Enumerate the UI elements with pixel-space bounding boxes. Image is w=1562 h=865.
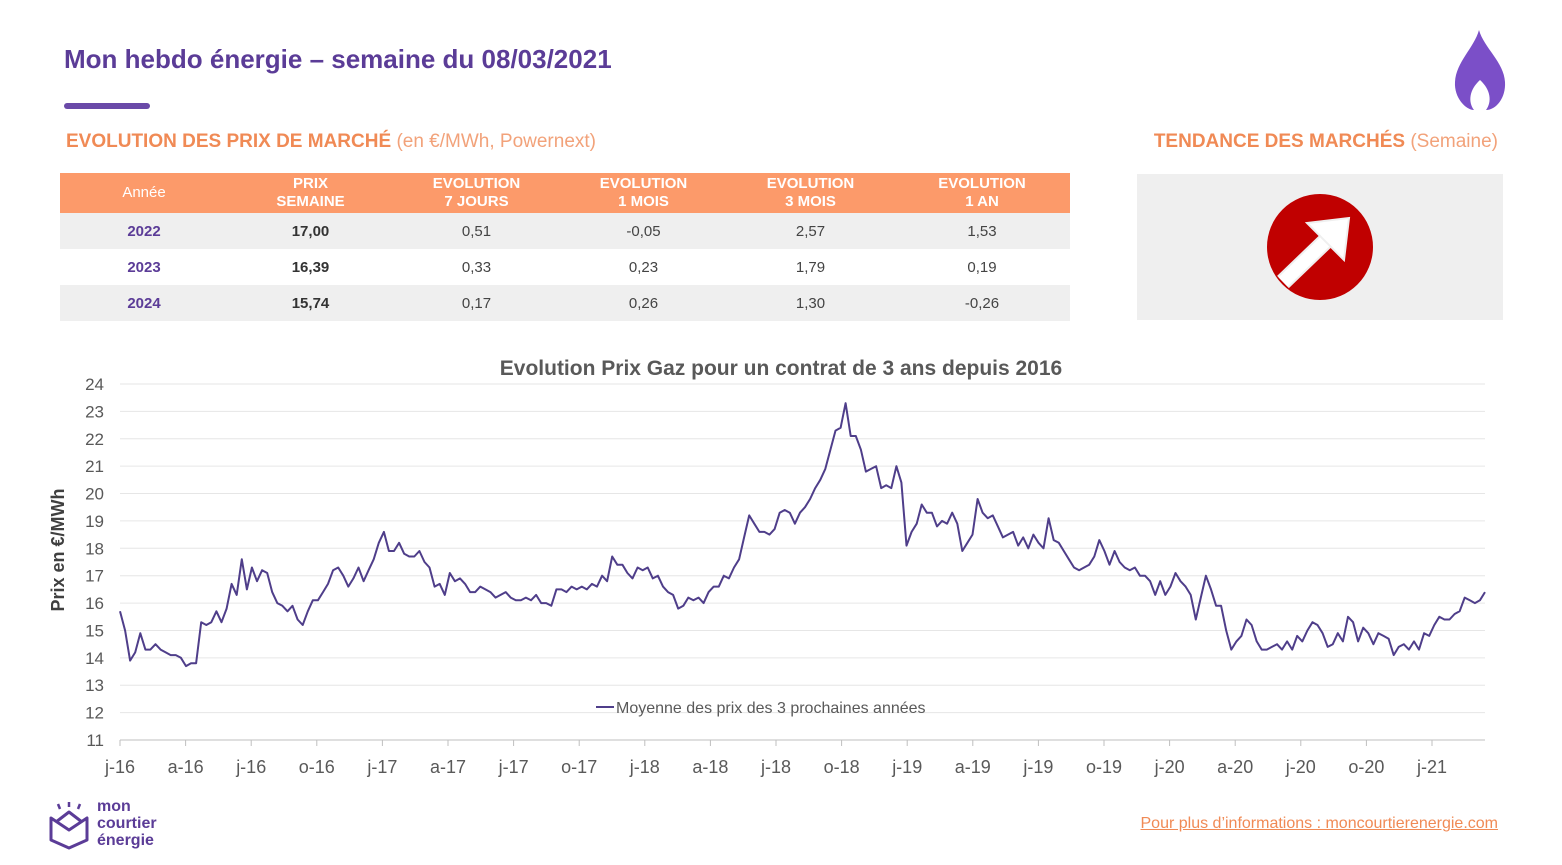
title-underline: [64, 103, 150, 109]
x-tick-label: a-20: [1217, 757, 1253, 777]
x-tick-label: j-19: [891, 757, 922, 777]
y-tick-label: 21: [85, 457, 104, 476]
logo-line: mon: [97, 798, 131, 815]
x-tick-label: a-17: [430, 757, 466, 777]
table-row: 2022 17,00 0,51 -0,05 2,57 1,53: [60, 213, 1070, 249]
cell-3months: 1,30: [727, 285, 894, 321]
x-axis: j-16 a-16 j-16 o-16 j-17 a-17 j-17 o-17 j-18 a-18…: [104, 739, 1485, 777]
info-link[interactable]: Pour plus d’informations : moncourtieren…: [1140, 815, 1499, 832]
logo-icon: [49, 802, 89, 850]
trend-heading: TENDANCE DES MARCHÉS (Semaine): [1154, 131, 1498, 153]
cell-price: 16,39: [228, 249, 393, 285]
legend: Moyenne des prix des 3 prochaines années: [596, 700, 926, 717]
market-prices-label: EVOLUTION DES PRIX DE MARCHÉ: [66, 131, 392, 152]
y-tick-label: 12: [85, 704, 104, 723]
trend-panel: [1137, 174, 1503, 320]
y-tick-label: 14: [85, 649, 104, 668]
trend-label: TENDANCE DES MARCHÉS: [1153, 131, 1406, 152]
market-prices-heading: EVOLUTION DES PRIX DE MARCHÉ (en €/MWh, …: [66, 131, 596, 153]
flame-icon: [1454, 30, 1506, 110]
cell-7days: 0,51: [393, 213, 560, 249]
x-tick-label: j-21: [1416, 757, 1447, 777]
series-line: [119, 402, 1486, 668]
header-1month: EVOLUTION 1 MOIS: [560, 173, 727, 213]
header-3months: EVOLUTION 3 MOIS: [727, 173, 894, 213]
y-tick-label: 13: [85, 676, 104, 695]
series-layer: [119, 402, 1486, 668]
chart-title: Evolution Prix Gaz pour un contrat de 3 …: [500, 357, 1062, 380]
cell-1year: -0,26: [894, 285, 1070, 321]
x-tick-label: a-18: [692, 757, 728, 777]
legend-label: Moyenne des prix des 3 prochaines années: [616, 700, 926, 717]
x-tick-label: j-20: [1285, 757, 1316, 777]
x-tick-label: j-16: [235, 757, 266, 777]
cell-1month: -0,05: [560, 213, 727, 249]
header-year: Année: [60, 173, 228, 213]
y-tick-label: 19: [85, 512, 104, 531]
price-table: Année PRIX SEMAINE EVOLUTION 7 JOURS EVOLU…: [60, 173, 1070, 321]
page-title: Mon hebdo énergie – semaine du 08/03/202…: [64, 44, 612, 74]
x-tick-label: j-18: [760, 757, 791, 777]
cell-1year: 1,53: [894, 213, 1070, 249]
x-tick-label: o-17: [561, 757, 597, 777]
y-tick-label: 23: [85, 402, 104, 421]
cell-3months: 1,79: [727, 249, 894, 285]
y-axis: 11 12 13 14 15 16 17 18 19 20 21 22 23 24: [85, 375, 104, 750]
price-chart: Evolution Prix Gaz pour un contrat de 3 …: [48, 357, 1486, 777]
y-tick-label: 17: [85, 567, 104, 586]
y-tick-label: 18: [85, 539, 104, 558]
x-tick-label: o-18: [824, 757, 860, 777]
cell-7days: 0,17: [393, 285, 560, 321]
y-tick-label: 24: [85, 375, 104, 394]
table-row: 2023 16,39 0,33 0,23 1,79 0,19: [60, 249, 1070, 285]
x-tick-label: o-16: [299, 757, 335, 777]
x-tick-label: o-20: [1348, 757, 1384, 777]
y-axis-label: Prix en €/MWh: [48, 488, 68, 611]
cell-1month: 0,26: [560, 285, 727, 321]
cell-1year: 0,19: [894, 249, 1070, 285]
y-tick-label: 15: [85, 621, 104, 640]
cell-7days: 0,33: [393, 249, 560, 285]
x-tick-label: a-16: [168, 757, 204, 777]
x-tick-label: a-19: [955, 757, 991, 777]
cell-1month: 0,23: [560, 249, 727, 285]
market-prices-sub: (en €/MWh, Powernext): [396, 131, 597, 152]
logo-line: énergie: [97, 832, 154, 849]
x-tick-label: j-19: [1022, 757, 1053, 777]
grid-lines: [120, 383, 1485, 714]
cell-price: 17,00: [228, 213, 393, 249]
table-header-row: Année PRIX SEMAINE EVOLUTION 7 JOURS EVOLU…: [60, 173, 1070, 213]
x-tick-label: o-19: [1086, 757, 1122, 777]
cell-3months: 2,57: [727, 213, 894, 249]
y-tick-label: 22: [85, 430, 104, 449]
header-7days: EVOLUTION 7 JOURS: [393, 173, 560, 213]
header-price: PRIX SEMAINE: [228, 173, 393, 213]
y-tick-label: 20: [85, 485, 104, 504]
x-tick-label: j-17: [366, 757, 397, 777]
cell-year: 2024: [60, 285, 228, 321]
cell-year: 2023: [60, 249, 228, 285]
x-tick-label: j-16: [104, 757, 135, 777]
cell-year: 2022: [60, 213, 228, 249]
trend-sub: (Semaine): [1410, 131, 1498, 152]
y-tick-label: 16: [85, 594, 104, 613]
logo-line: courtier: [97, 815, 157, 832]
x-tick-label: j-20: [1154, 757, 1185, 777]
logo-text: mon courtier énergie: [97, 798, 157, 849]
header-1year: EVOLUTION 1 AN: [894, 173, 1070, 213]
cell-price: 15,74: [228, 285, 393, 321]
y-tick-label: 11: [86, 731, 104, 750]
x-tick-label: j-17: [498, 757, 529, 777]
table-row: 2024 15,74 0,17 0,26 1,30 -0,26: [60, 285, 1070, 321]
x-tick-label: j-18: [629, 757, 660, 777]
arrow-up-right-icon: [1267, 194, 1373, 300]
